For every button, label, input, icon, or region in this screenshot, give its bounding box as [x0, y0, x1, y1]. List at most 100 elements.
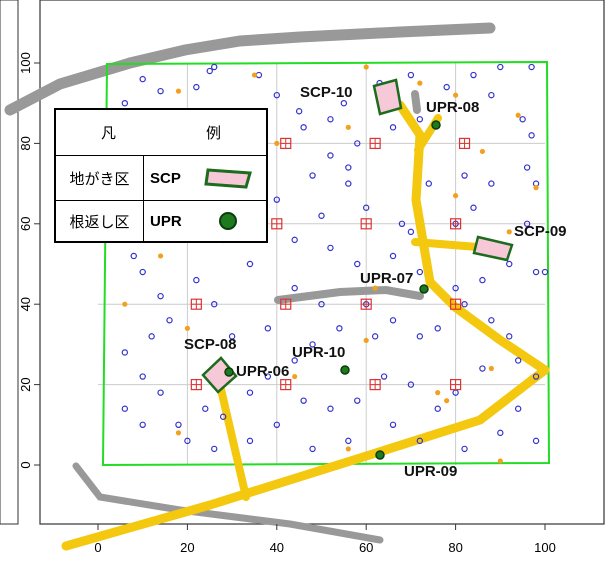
blue-point	[528, 132, 535, 139]
blue-point	[273, 91, 280, 99]
blue-point	[345, 180, 352, 187]
orange-point	[488, 365, 494, 372]
red-plot-marker	[190, 379, 202, 391]
orange-point	[157, 253, 164, 259]
red-plot-marker	[369, 137, 381, 149]
blue-point	[193, 83, 200, 91]
trail-scp08-branch	[216, 381, 250, 501]
x-tick-label: 100	[534, 540, 556, 555]
blue-point	[389, 421, 397, 428]
upr-08-label: UPR-08	[426, 99, 479, 116]
blue-point	[300, 397, 307, 404]
blue-point	[425, 180, 432, 187]
blue-point	[461, 172, 468, 179]
red-plot-marker	[271, 218, 283, 230]
blue-point	[528, 63, 535, 71]
blue-point	[345, 437, 352, 445]
blue-point	[443, 83, 450, 91]
blue-point	[345, 164, 352, 171]
orange-point	[444, 398, 450, 404]
orange-point	[122, 301, 128, 307]
blue-point	[380, 373, 388, 380]
blue-point	[130, 252, 137, 260]
orange-point	[453, 193, 459, 199]
upr-07-label: UPR-07	[360, 270, 413, 287]
blue-point	[327, 152, 334, 159]
blue-point	[121, 99, 129, 107]
blue-point	[340, 99, 348, 107]
orange-points	[122, 64, 539, 464]
orange-point	[479, 148, 486, 155]
legend-scp-code: SCP	[150, 169, 181, 187]
blue-point	[291, 284, 298, 292]
blue-point	[309, 445, 316, 453]
orange-point	[184, 325, 190, 331]
blue-point	[407, 381, 415, 388]
blue-point	[211, 63, 218, 71]
blue-point	[246, 437, 254, 445]
orange-point	[363, 337, 369, 343]
blue-point	[488, 317, 495, 324]
upr-06-label: UPR-06	[236, 363, 289, 380]
upr-09-point	[375, 450, 385, 460]
blue-point	[523, 220, 531, 227]
red-plot-marker	[280, 137, 292, 149]
orange-point	[292, 373, 298, 380]
blue-point	[295, 108, 303, 115]
red-plot-marker	[369, 379, 381, 391]
orange-point	[345, 124, 351, 130]
orange-point	[453, 92, 459, 98]
y-tick-label: 40	[18, 297, 33, 311]
blue-point	[523, 164, 531, 171]
upr-07-point	[419, 284, 429, 294]
y-tick-label: 0	[18, 461, 33, 468]
x-tick-label: 60	[359, 540, 373, 555]
upr-08-point	[431, 120, 441, 130]
blue-point	[255, 71, 263, 79]
blue-point	[461, 301, 468, 308]
blue-point	[479, 276, 486, 284]
upr-10-label: UPR-10	[292, 344, 345, 361]
orange-point	[435, 390, 441, 396]
orange-point	[363, 64, 369, 70]
road-top	[4, 22, 496, 116]
red-plot-marker	[360, 218, 372, 230]
orange-point	[497, 458, 503, 464]
blue-point	[497, 63, 504, 71]
blue-point	[206, 67, 213, 75]
x-tick-label: 0	[94, 540, 101, 555]
orange-point	[274, 140, 280, 146]
x-axis: 0 20 40 60 80 100	[94, 524, 556, 555]
blue-point	[139, 75, 146, 83]
blue-point	[416, 437, 424, 445]
scp-plots	[201, 78, 514, 394]
blue-point	[389, 252, 397, 260]
blue-point	[202, 405, 209, 412]
plot-frame	[39, 0, 605, 525]
road-middle	[274, 285, 424, 304]
blue-point	[506, 260, 513, 268]
red-plots	[190, 137, 471, 391]
orange-point	[345, 446, 351, 452]
blue-point	[175, 421, 182, 428]
blue-point	[497, 429, 504, 437]
blue-point	[219, 413, 227, 420]
y-tick-label: 60	[18, 217, 33, 231]
blue-point	[121, 349, 129, 356]
blue-point	[139, 421, 146, 428]
blue-point	[470, 204, 477, 211]
orange-point	[372, 285, 378, 291]
legend-title-right: 例	[205, 125, 221, 142]
orange-point	[515, 112, 521, 118]
blue-point	[541, 268, 549, 276]
blue-point	[157, 389, 164, 396]
blue-point	[354, 140, 361, 147]
upr-points	[224, 120, 441, 460]
blue-point	[354, 397, 361, 404]
legend-upr-row: UPR	[144, 200, 266, 241]
red-plot-marker	[360, 298, 372, 310]
y-tick-label: 20	[18, 377, 33, 391]
blue-point	[318, 301, 325, 308]
scp-08-plot	[201, 356, 238, 394]
upr-09-label: UPR-09	[404, 463, 457, 480]
